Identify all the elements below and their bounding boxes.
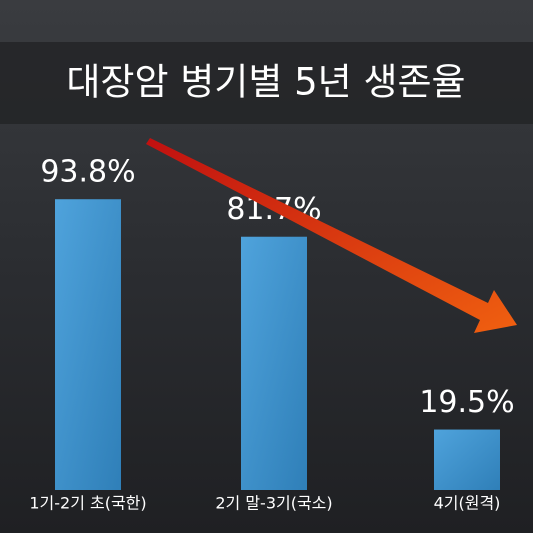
x-tick-label: 1기-2기 초(국한) bbox=[29, 494, 146, 513]
plot: 93.8%1기-2기 초(국한)81.7%2기 말-3기(국소)19.5%4기(… bbox=[29, 155, 514, 513]
arrow bbox=[146, 138, 517, 333]
bar bbox=[241, 236, 307, 490]
bar bbox=[55, 199, 121, 490]
bar bbox=[434, 429, 500, 490]
value-label: 93.8% bbox=[40, 155, 135, 190]
value-label: 19.5% bbox=[419, 385, 514, 420]
x-tick-label: 2기 말-3기(국소) bbox=[215, 494, 332, 513]
title-band bbox=[0, 42, 533, 124]
trend-arrow bbox=[146, 138, 517, 333]
x-tick-label: 4기(원격) bbox=[434, 494, 501, 513]
chart-title: 대장암 병기별 5년 생존율 bbox=[66, 61, 465, 104]
